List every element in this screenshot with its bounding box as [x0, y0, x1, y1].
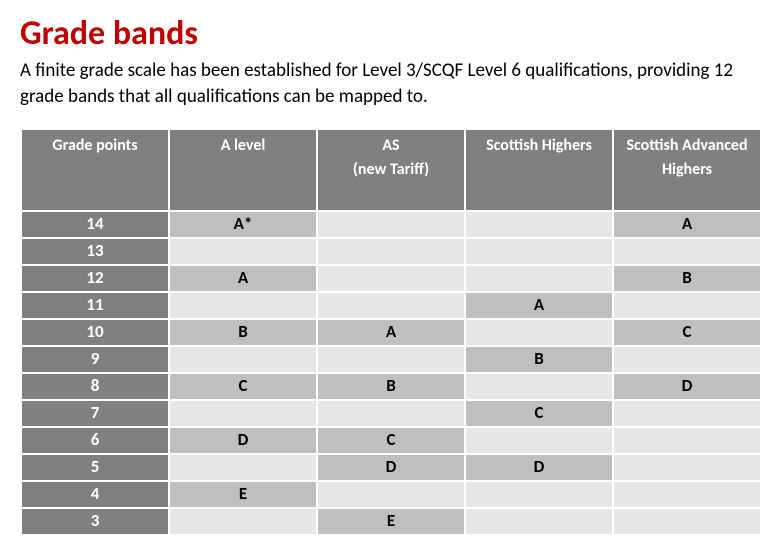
header-row: Grade pointsA levelAS(new Tariff)Scottis… [22, 130, 760, 210]
grade-cell: C [614, 320, 760, 345]
table-row: 5 DD [22, 455, 760, 480]
table-row: 4E [22, 482, 760, 507]
grade-cell [318, 482, 464, 507]
grade-cell [170, 509, 316, 534]
grade-cell: E [318, 509, 464, 534]
table-header: Grade pointsA levelAS(new Tariff)Scottis… [22, 130, 760, 210]
table-row: 10BA C [22, 320, 760, 345]
grade-cell: B [318, 374, 464, 399]
grade-cell [614, 509, 760, 534]
column-header: Scottish Highers [466, 130, 612, 210]
column-header: Grade points [22, 130, 168, 210]
intro-paragraph: A finite grade scale has been establishe… [20, 58, 763, 109]
grade-points-cell: 4 [22, 482, 168, 507]
grade-cell [614, 455, 760, 480]
grade-cell [466, 428, 612, 453]
grade-cell: D [466, 455, 612, 480]
grade-cell: A [318, 320, 464, 345]
table-body: 14A*A1312AB11A10BAC9B8CBD7C6DC5DD4E3E [22, 212, 760, 534]
grade-cell [318, 266, 464, 291]
table-row: 6DC [22, 428, 760, 453]
page-title: Grade bands [20, 15, 763, 52]
table-row: 7C [22, 401, 760, 426]
page-container: Grade bands A finite grade scale has bee… [0, 0, 783, 556]
grade-cell [466, 374, 612, 399]
grade-cell: C [170, 374, 316, 399]
grade-cell: B [170, 320, 316, 345]
column-header: A level [170, 130, 316, 210]
grade-cell: A [170, 266, 316, 291]
grade-points-cell: 13 [22, 239, 168, 264]
grade-cell: A [466, 293, 612, 318]
grade-points-cell: 5 [22, 455, 168, 480]
grade-cell [466, 509, 612, 534]
grade-points-cell: 10 [22, 320, 168, 345]
table-row: 3E [22, 509, 760, 534]
grade-cell [170, 293, 316, 318]
grade-points-cell: 12 [22, 266, 168, 291]
grade-cell [318, 401, 464, 426]
grade-cell: D [170, 428, 316, 453]
grade-cell [614, 482, 760, 507]
grade-cell [466, 212, 612, 237]
column-header: Scottish Advanced Highers [614, 130, 760, 210]
grade-cell: C [466, 401, 612, 426]
grade-cell [466, 482, 612, 507]
grade-cell [170, 401, 316, 426]
grade-points-cell: 6 [22, 428, 168, 453]
grade-cell [318, 347, 464, 372]
grade-points-cell: 8 [22, 374, 168, 399]
table-row: 12A B [22, 266, 760, 291]
grade-cell: A* [170, 212, 316, 237]
grade-cell [614, 347, 760, 372]
grade-points-cell: 3 [22, 509, 168, 534]
grade-cell [614, 401, 760, 426]
grade-cell [614, 293, 760, 318]
grade-points-cell: 7 [22, 401, 168, 426]
grade-cell [614, 428, 760, 453]
table-row: 9B [22, 347, 760, 372]
grade-bands-table: Grade pointsA levelAS(new Tariff)Scottis… [20, 128, 762, 536]
grade-cell [318, 239, 464, 264]
grade-cell: B [614, 266, 760, 291]
grade-points-cell: 14 [22, 212, 168, 237]
grade-cell [170, 347, 316, 372]
grade-cell [466, 239, 612, 264]
table-row: 13 [22, 239, 760, 264]
grade-points-cell: 9 [22, 347, 168, 372]
table-row: 8CB D [22, 374, 760, 399]
grade-cell [170, 455, 316, 480]
table-row: 14A* A [22, 212, 760, 237]
grade-cell [170, 239, 316, 264]
grade-cell: D [614, 374, 760, 399]
grade-cell [318, 212, 464, 237]
grade-points-cell: 11 [22, 293, 168, 318]
grade-cell [466, 266, 612, 291]
grade-cell [466, 320, 612, 345]
column-header: AS(new Tariff) [318, 130, 464, 210]
table-row: 11 A [22, 293, 760, 318]
grade-cell: C [318, 428, 464, 453]
grade-cell: A [614, 212, 760, 237]
grade-cell: D [318, 455, 464, 480]
grade-cell [318, 293, 464, 318]
grade-cell [614, 239, 760, 264]
grade-cell: B [466, 347, 612, 372]
grade-cell: E [170, 482, 316, 507]
